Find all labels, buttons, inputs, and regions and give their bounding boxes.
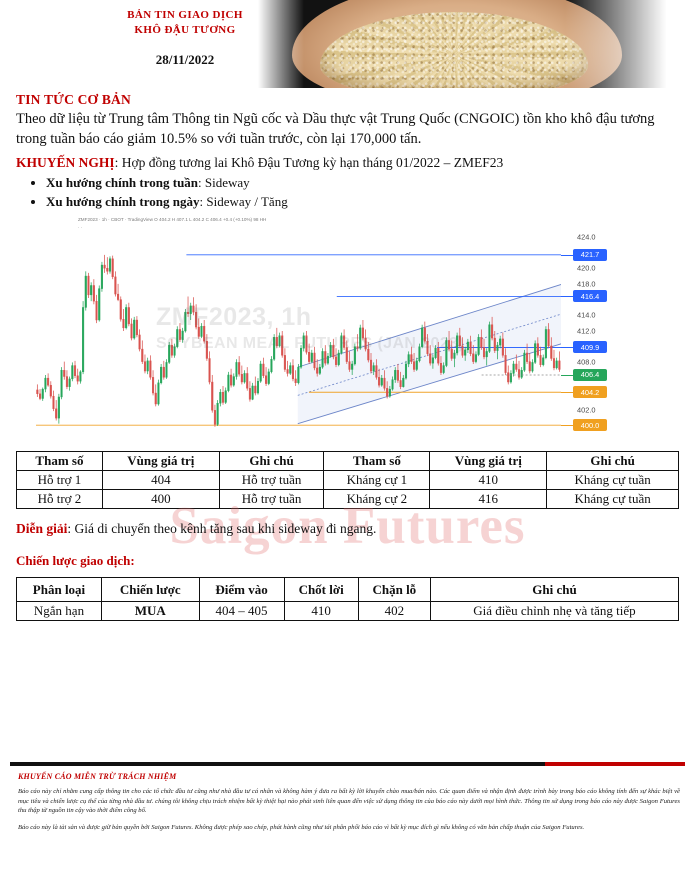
axis-tick-402: 402.0 bbox=[577, 405, 596, 415]
levels-cell-0-1: 404 bbox=[101, 470, 220, 490]
chart-ticker-info: ZMF2023 · 1h · CBOT · TradingView O 404.… bbox=[78, 217, 267, 222]
strategy-table-body: Ngắn hạn MUA 404 – 405 410 402 Giá điều chỉnh… bbox=[16, 601, 680, 621]
bullet-weekly-trend-value: : Sideway bbox=[198, 175, 250, 190]
chart-plot-area[interactable]: ZMF2023, 1h SOYBEAN MEAL FUTURES (JAN 20… bbox=[36, 225, 561, 437]
table-row: Hỗ trợ 2 400 Hỗ trợ tuần Kháng cự 2 416 Kháng… bbox=[16, 489, 679, 509]
price-badge-support-line-400.0[interactable]: 400.0 bbox=[573, 419, 607, 432]
levels-header-2: Ghi chú bbox=[218, 451, 325, 471]
levels-table: Tham số Vùng giá trị Ghi chú Tham số Vùng gi… bbox=[16, 451, 679, 509]
bullet-daily-trend-label: Xu hướng chính trong ngày bbox=[46, 194, 200, 209]
bullet-daily-trend: Xu hướng chính trong ngày: Sideway / Tăn… bbox=[46, 192, 679, 211]
bulletin-date: 28/11/2022 bbox=[155, 52, 215, 67]
recommendation-label: KHUYẾN NGHỊ bbox=[16, 155, 115, 170]
explanation-label: Diễn giải bbox=[16, 521, 68, 536]
price-badge-resistance-line-421.7[interactable]: 421.7 bbox=[573, 248, 607, 261]
strategy-cell-0-4: 402 bbox=[357, 601, 431, 621]
levels-cell-1-3: Kháng cự 2 bbox=[323, 489, 431, 509]
levels-header-0: Tham số bbox=[16, 451, 103, 471]
price-chart[interactable]: ZMF2023 · 1h · CBOT · TradingView O 404.… bbox=[16, 215, 679, 443]
bullet-daily-trend-value: : Sideway / Tăng bbox=[199, 194, 288, 209]
price-badge-last-price-406.4[interactable]: 406.4 bbox=[573, 368, 607, 381]
badge-connector bbox=[561, 374, 573, 376]
header-photo bbox=[258, 0, 695, 88]
levels-table-header-row: Tham số Vùng giá trị Ghi chú Tham số Vùng gi… bbox=[16, 451, 679, 471]
recommendation-line: KHUYẾN NGHỊ: Hợp đồng tương lai Khô Đậu … bbox=[16, 155, 679, 171]
levels-cell-0-4: 410 bbox=[429, 470, 548, 490]
chart-svg bbox=[36, 254, 561, 427]
disclaimer-heading: KHUYẾN CÁO MIỄN TRỪ TRÁCH NHIỆM bbox=[18, 772, 177, 781]
soybean-meal-image bbox=[320, 12, 588, 88]
news-body: Theo dữ liệu từ Trung tâm Thông tin Ngũ … bbox=[16, 111, 655, 147]
axis-tick-408: 408.0 bbox=[577, 357, 596, 367]
axis-tick-414: 414.0 bbox=[577, 310, 596, 320]
levels-cell-1-4: 416 bbox=[429, 489, 548, 509]
strategy-cell-0-1: MUA bbox=[100, 601, 200, 621]
axis-tick-412: 412.0 bbox=[577, 326, 596, 336]
explanation-text: : Giá di chuyển theo kênh tăng sau khi s… bbox=[67, 521, 377, 536]
recommendation-contract: : Hợp đồng tương lai Khô Đậu Tương kỳ hạ… bbox=[114, 155, 504, 170]
levels-header-1: Vùng giá trị bbox=[101, 451, 220, 471]
levels-cell-0-3: Kháng cự 1 bbox=[323, 470, 431, 490]
levels-header-3: Tham số bbox=[323, 451, 431, 471]
explanation-line: Diễn giải: Giá di chuyển theo kênh tăng … bbox=[16, 521, 679, 537]
strategy-header-4: Chặn lỗ bbox=[357, 577, 431, 602]
footer-divider bbox=[10, 762, 685, 766]
price-badge-support-line-404.2[interactable]: 404.2 bbox=[573, 386, 607, 399]
footer-disclaimer: KHUYẾN CÁO MIỄN TRỪ TRÁCH NHIỆM Báo cáo … bbox=[18, 772, 680, 839]
recommendation-section: KHUYẾN NGHỊ: Hợp đồng tương lai Khô Đậu … bbox=[0, 155, 695, 211]
strategy-table: Phân loại Chiến lược Điểm vào Chốt lời Chặn … bbox=[16, 577, 680, 621]
strategy-header-5: Ghi chú bbox=[429, 577, 680, 602]
levels-cell-0-5: Kháng cự tuần bbox=[546, 470, 679, 490]
levels-header-5: Ghi chú bbox=[546, 451, 679, 471]
strategy-cell-0-5: Giá điều chỉnh nhẹ và tăng tiếp bbox=[429, 601, 680, 621]
chart-price-axis[interactable]: 424.0 420.0 418.0 414.0 412.0 408.0 402.0 421.7… bbox=[561, 225, 679, 437]
levels-cell-1-1: 400 bbox=[101, 489, 220, 509]
news-section: TIN TỨC CƠ BẢN Theo dữ liệu từ Trung tâm… bbox=[0, 92, 695, 149]
levels-cell-0-0: Hỗ trợ 1 bbox=[16, 470, 103, 490]
bulletin-title-line2: KHÔ ĐẬU TƯƠNG bbox=[134, 24, 236, 36]
levels-cell-0-2: Hỗ trợ tuần bbox=[218, 470, 325, 490]
strategy-cell-0-0: Ngắn hạn bbox=[16, 601, 102, 621]
levels-table-body: Hỗ trợ 1 404 Hỗ trợ tuần Kháng cự 1 410 Kháng… bbox=[16, 470, 679, 509]
price-badge-resistance-line-409.9[interactable]: 409.9 bbox=[573, 341, 607, 354]
table-row: Hỗ trợ 1 404 Hỗ trợ tuần Kháng cự 1 410 Kháng… bbox=[16, 470, 679, 490]
strategy-heading: Chiến lược giao dịch: bbox=[16, 553, 135, 568]
levels-cell-1-0: Hỗ trợ 2 bbox=[16, 489, 103, 509]
strategy-header-2: Điểm vào bbox=[198, 577, 285, 602]
badge-connector bbox=[561, 254, 573, 256]
table-row: Ngắn hạn MUA 404 – 405 410 402 Giá điều chỉnh… bbox=[16, 601, 680, 621]
chart-ticker-info-second-line: · · bbox=[78, 225, 83, 230]
axis-tick-420: 420.0 bbox=[577, 263, 596, 273]
bulletin-title-line1: BẢN TIN GIAO DỊCH bbox=[127, 9, 243, 21]
price-badge-resistance-line-416.4[interactable]: 416.4 bbox=[573, 290, 607, 303]
disclaimer-paragraph-2: Báo cáo này là tài sản và được giữ bản q… bbox=[18, 823, 585, 831]
strategy-cell-0-2: 404 – 405 bbox=[198, 601, 285, 621]
axis-tick-424: 424.0 bbox=[577, 232, 596, 242]
recommendation-bullets: Xu hướng chính trong tuần: Sideway Xu hư… bbox=[16, 173, 679, 211]
levels-header-4: Vùng giá trị bbox=[429, 451, 548, 471]
levels-cell-1-2: Hỗ trợ tuần bbox=[218, 489, 325, 509]
strategy-table-header-row: Phân loại Chiến lược Điểm vào Chốt lời Chặn … bbox=[16, 577, 680, 602]
bullet-weekly-trend-label: Xu hướng chính trong tuần bbox=[46, 175, 199, 190]
disclaimer-paragraph-1: Báo cáo này chỉ nhằm cung cấp thông tin … bbox=[18, 788, 680, 814]
badge-connector bbox=[561, 296, 573, 298]
badge-connector bbox=[561, 425, 573, 427]
news-heading: TIN TỨC CƠ BẢN bbox=[16, 92, 131, 107]
bullet-weekly-trend: Xu hướng chính trong tuần: Sideway bbox=[46, 173, 679, 192]
strategy-header-1: Chiến lược bbox=[100, 577, 200, 602]
page-header: Saigon Futures Hotline: 0286 686 0068 We… bbox=[0, 0, 695, 88]
bulletin-title: BẢN TIN GIAO DỊCH KHÔ ĐẬU TƯƠNG bbox=[90, 8, 280, 38]
badge-connector bbox=[561, 347, 573, 349]
strategy-cell-0-3: 410 bbox=[283, 601, 359, 621]
axis-tick-418: 418.0 bbox=[577, 279, 596, 289]
strategy-header-0: Phân loại bbox=[16, 577, 102, 602]
strategy-header-3: Chốt lời bbox=[283, 577, 359, 602]
badge-connector bbox=[561, 392, 573, 394]
levels-cell-1-5: Kháng cự tuần bbox=[546, 489, 679, 509]
